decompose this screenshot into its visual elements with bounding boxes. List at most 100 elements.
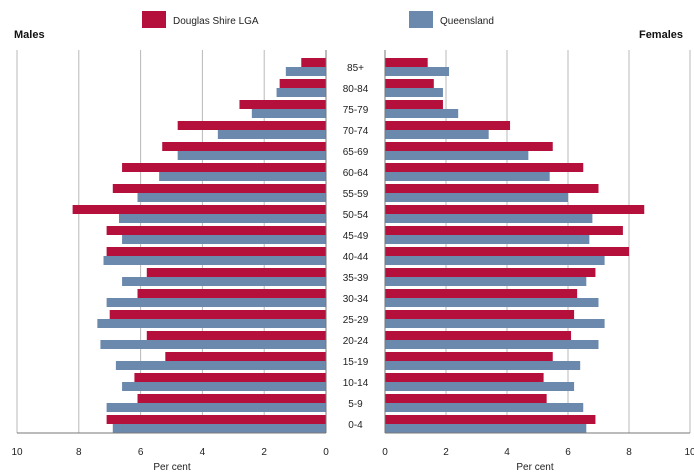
bar-douglas-male-60-64 (122, 163, 326, 172)
legend-label-queensland: Queensland (440, 16, 494, 27)
bar-queensland-female-45-49 (385, 235, 590, 244)
bar-douglas-male-65-69 (162, 142, 326, 151)
bar-queensland-male-85plus (285, 67, 326, 76)
bar-queensland-female-40-44 (385, 256, 605, 265)
legend-swatch-douglas (142, 11, 166, 28)
age-label-85plus: 85+ (347, 63, 364, 74)
legend-item-douglas: Douglas Shire LGA (142, 11, 259, 28)
bar-queensland-female-65-69 (385, 151, 529, 160)
bar-douglas-female-35-39 (385, 268, 596, 277)
bar-queensland-male-25-29 (97, 319, 326, 328)
age-label-70-74: 70-74 (343, 126, 369, 137)
bar-queensland-female-10-14 (385, 382, 575, 391)
bar-douglas-male-20-24 (146, 331, 326, 340)
bar-douglas-male-25-29 (109, 310, 326, 319)
bar-douglas-female-85plus (385, 58, 428, 67)
bar-queensland-male-50-54 (118, 214, 326, 223)
legend-swatch-queensland (409, 11, 433, 28)
bar-douglas-female-55-59 (385, 184, 599, 193)
age-label-25-29: 25-29 (343, 315, 369, 326)
age-label-65-69: 65-69 (343, 147, 369, 158)
age-label-75-79: 75-79 (343, 105, 369, 116)
bar-douglas-male-50-54 (72, 205, 327, 214)
bar-queensland-male-45-49 (122, 235, 326, 244)
age-label-5-9: 5-9 (348, 399, 363, 410)
bar-douglas-female-15-19 (385, 352, 553, 361)
bar-queensland-male-75-79 (251, 109, 326, 118)
bar-queensland-male-15-19 (115, 361, 326, 370)
bar-douglas-female-5-9 (385, 394, 547, 403)
bar-queensland-female-15-19 (385, 361, 581, 370)
bar-douglas-female-70-74 (385, 121, 511, 130)
age-label-0-4: 0-4 (348, 420, 363, 431)
females-side-label: Females (639, 29, 683, 41)
age-label-35-39: 35-39 (343, 273, 369, 284)
x-tick-male-2: 2 (261, 447, 267, 458)
bar-queensland-female-50-54 (385, 214, 593, 223)
bar-queensland-male-20-24 (100, 340, 327, 349)
bar-queensland-male-5-9 (106, 403, 326, 412)
bar-douglas-female-10-14 (385, 373, 544, 382)
bar-queensland-female-75-79 (385, 109, 459, 118)
bar-queensland-male-30-34 (106, 298, 326, 307)
x-tick-male-4: 4 (200, 447, 206, 458)
x-tick-female-6: 6 (565, 447, 571, 458)
x-tick-female-10: 10 (684, 447, 694, 458)
bar-douglas-female-45-49 (385, 226, 623, 235)
bar-douglas-female-25-29 (385, 310, 575, 319)
bar-queensland-male-70-74 (217, 130, 326, 139)
bar-queensland-male-35-39 (122, 277, 326, 286)
bar-douglas-male-70-74 (177, 121, 326, 130)
age-label-45-49: 45-49 (343, 231, 369, 242)
bar-douglas-male-5-9 (137, 394, 326, 403)
males-side-label: Males (14, 29, 45, 41)
bar-douglas-female-50-54 (385, 205, 645, 214)
x-tick-female-4: 4 (504, 447, 510, 458)
bar-douglas-male-45-49 (106, 226, 326, 235)
age-labels: 0-4 5-9 10-14 15-19 20-24 25-29 30-34 35-39 40-4… (343, 63, 369, 431)
age-label-40-44: 40-44 (343, 252, 369, 263)
bar-douglas-female-30-34 (385, 289, 578, 298)
bar-douglas-male-35-39 (146, 268, 326, 277)
bar-douglas-male-10-14 (134, 373, 326, 382)
x-tick-male-0: 0 (323, 447, 329, 458)
age-label-20-24: 20-24 (343, 336, 369, 347)
bar-queensland-male-0-4 (112, 424, 326, 433)
bar-douglas-female-65-69 (385, 142, 553, 151)
bar-queensland-female-20-24 (385, 340, 599, 349)
bar-queensland-male-80-84 (276, 88, 326, 97)
x-tick-female-8: 8 (626, 447, 632, 458)
bar-douglas-male-30-34 (137, 289, 326, 298)
age-label-50-54: 50-54 (343, 210, 369, 221)
axes: 10 10 8 8 6 6 4 4 2 2 0 0 (11, 50, 694, 458)
bar-douglas-female-75-79 (385, 100, 443, 109)
bar-queensland-male-60-64 (159, 172, 326, 181)
age-label-60-64: 60-64 (343, 168, 369, 179)
x-tick-male-10: 10 (11, 447, 23, 458)
bar-douglas-male-80-84 (279, 79, 326, 88)
legend-item-queensland: Queensland (409, 11, 494, 28)
bars (72, 58, 645, 433)
bar-queensland-male-55-59 (137, 193, 326, 202)
bar-douglas-male-55-59 (112, 184, 326, 193)
bar-douglas-male-40-44 (106, 247, 326, 256)
age-label-10-14: 10-14 (343, 378, 369, 389)
bar-queensland-female-55-59 (385, 193, 568, 202)
bar-douglas-female-20-24 (385, 331, 572, 340)
bar-queensland-female-80-84 (385, 88, 443, 97)
age-label-30-34: 30-34 (343, 294, 369, 305)
bar-douglas-female-80-84 (385, 79, 434, 88)
bar-queensland-female-5-9 (385, 403, 584, 412)
bar-queensland-female-85plus (385, 67, 450, 76)
bar-queensland-male-40-44 (103, 256, 327, 265)
age-label-80-84: 80-84 (343, 84, 369, 95)
bar-douglas-male-75-79 (239, 100, 326, 109)
bar-douglas-male-15-19 (165, 352, 326, 361)
x-tick-female-0: 0 (382, 447, 388, 458)
bar-douglas-female-60-64 (385, 163, 584, 172)
bar-queensland-female-25-29 (385, 319, 605, 328)
bar-queensland-female-35-39 (385, 277, 587, 286)
bar-queensland-female-70-74 (385, 130, 489, 139)
x-tick-male-6: 6 (138, 447, 144, 458)
